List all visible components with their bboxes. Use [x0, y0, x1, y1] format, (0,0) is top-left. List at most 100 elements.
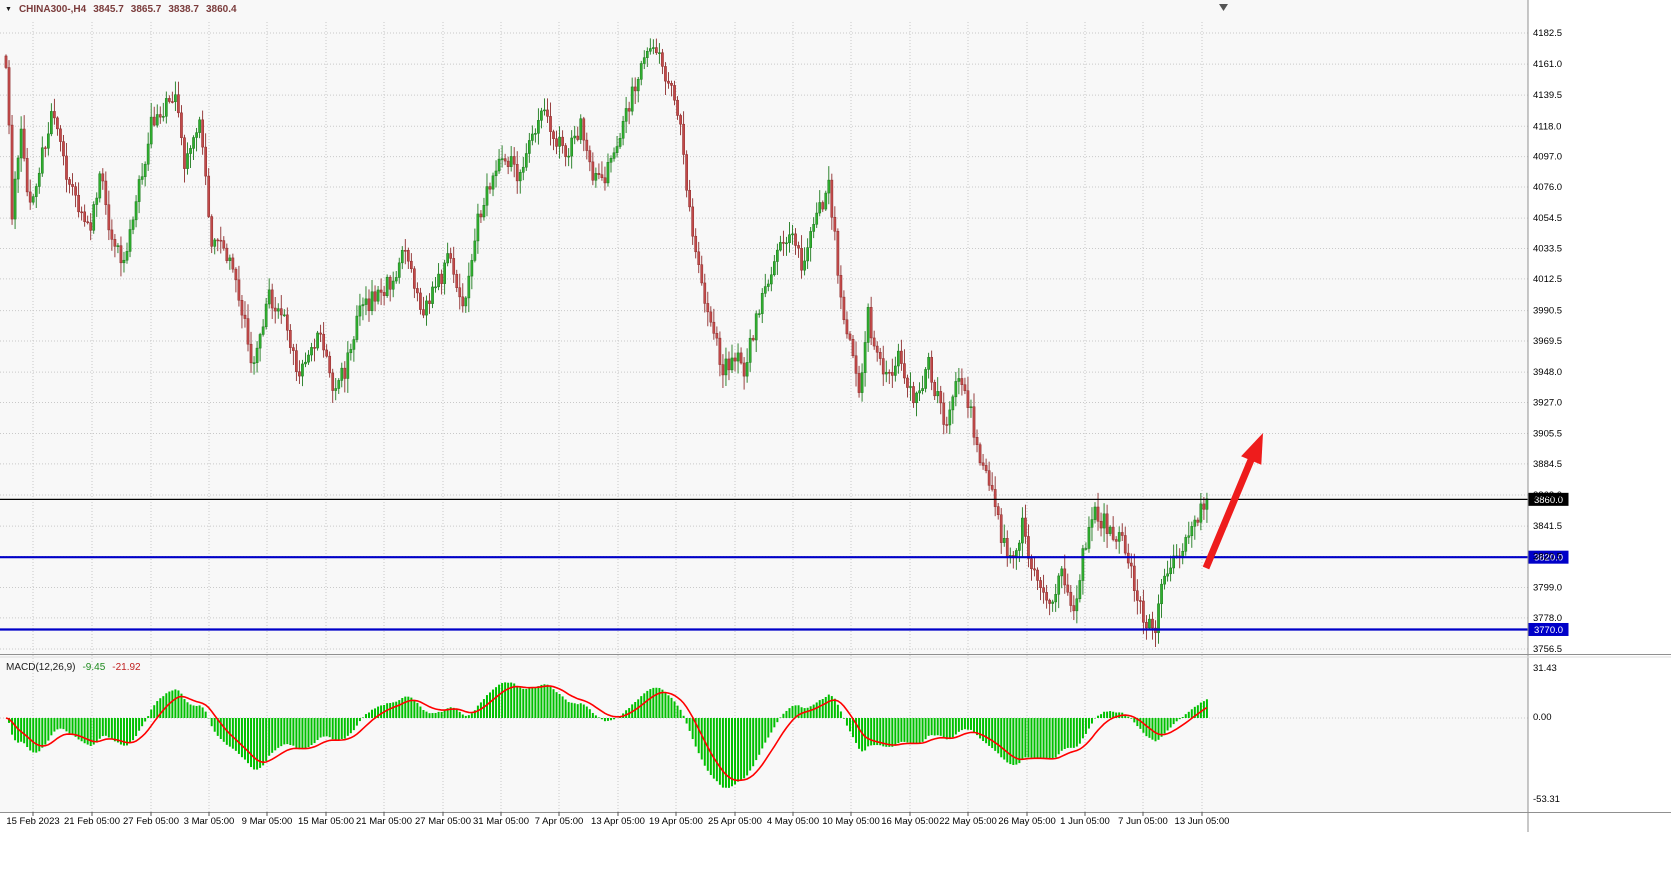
- candle-bear: [1129, 562, 1133, 567]
- candle-bull: [1054, 594, 1058, 603]
- price-tick-label: 3884.5: [1533, 459, 1562, 470]
- candle-bear: [996, 506, 1000, 515]
- arrow-head[interactable]: [1241, 433, 1263, 465]
- candle-bull: [1051, 601, 1055, 604]
- candle-bull: [337, 380, 341, 389]
- candle-bull: [748, 337, 752, 363]
- horizontal-level-lines[interactable]: 3860.0 3820.0 3770.0: [0, 492, 1569, 636]
- candle-bear: [373, 291, 377, 302]
- candle-bull: [1021, 517, 1024, 544]
- candle-bear: [676, 99, 679, 116]
- time-tick-label: 16 May 05:00: [881, 816, 939, 827]
- candle-bull: [894, 365, 897, 376]
- candle-bear: [1114, 539, 1118, 542]
- ohlc-low-value: 3838.7: [168, 4, 199, 15]
- candle-bear: [670, 82, 673, 86]
- time-tick-label: 15 Mar 05:00: [298, 816, 354, 827]
- candle-bear: [243, 314, 247, 319]
- candle-bull: [806, 247, 809, 262]
- time-tick-label: 3 Mar 05:00: [184, 816, 235, 827]
- candle-bull: [645, 50, 649, 58]
- candle-bull: [757, 313, 761, 315]
- candle-bull: [537, 120, 540, 134]
- candle-bull: [467, 275, 471, 299]
- candle-bull: [437, 273, 440, 288]
- candle-bull: [915, 392, 918, 404]
- candle-bear: [77, 194, 80, 213]
- candle-bear: [240, 300, 244, 316]
- candle-bull: [534, 133, 537, 135]
- symbol-dropdown-icon[interactable]: ▼: [5, 6, 12, 13]
- macd-indicator-panel[interactable]: [0, 682, 1528, 788]
- candle-bull: [866, 307, 870, 343]
- price-tick-label: 4182.5: [1533, 28, 1562, 39]
- candle-bear: [1069, 591, 1073, 606]
- candle-bear: [1123, 535, 1127, 554]
- candle-bear: [821, 202, 825, 210]
- candle-bull: [134, 201, 138, 221]
- price-tick-label: 4097.0: [1533, 152, 1562, 163]
- candle-bear: [289, 330, 292, 348]
- time-tick-label: 15 Feb 2023: [6, 816, 59, 827]
- price-tick-label: 3948.0: [1533, 367, 1562, 378]
- candle-bear: [177, 94, 180, 114]
- candle-bear: [712, 321, 716, 334]
- candle-bull: [258, 334, 262, 349]
- candle-bear: [546, 109, 549, 117]
- candle-bull: [1018, 542, 1021, 551]
- candle-bear: [379, 289, 383, 293]
- candle-bull: [518, 172, 522, 182]
- candle-bull: [186, 153, 189, 169]
- candle-bull: [1172, 555, 1176, 569]
- time-tick-label: 27 Feb 05:00: [123, 816, 179, 827]
- ohlc-open-value: 3845.7: [93, 4, 124, 15]
- macd-indicator-caption: MACD(12,26,9) -9.45 -21.92: [6, 662, 141, 673]
- candle-bear: [1105, 513, 1109, 534]
- axis-labels[interactable]: 4182.5 4161.0 4139.5 4118.0 4097.0 4076.0 4054…: [6, 28, 1562, 827]
- macd-signal-line: [5, 685, 1208, 782]
- candle-bear: [512, 156, 516, 165]
- candle-bull: [446, 253, 449, 264]
- candle-bear: [912, 386, 915, 404]
- candle-bear: [585, 139, 589, 151]
- arrow-shaft[interactable]: [1202, 458, 1255, 570]
- candle-bull: [760, 293, 764, 314]
- candle-bull: [884, 372, 888, 375]
- candle-bull: [567, 155, 570, 158]
- candle-bull: [301, 363, 304, 377]
- candle-bull: [346, 352, 350, 379]
- candle-bear: [273, 307, 277, 312]
- time-tick-label: 25 Apr 05:00: [708, 816, 762, 827]
- candle-bull: [927, 357, 930, 370]
- candle-bull: [267, 289, 271, 305]
- candle-bull: [334, 388, 338, 391]
- candle-bull: [724, 358, 728, 376]
- candle-bull: [50, 111, 53, 135]
- candle-bear: [679, 115, 682, 125]
- time-tick-label: 13 Jun 05:00: [1175, 816, 1230, 827]
- candle-bear: [963, 384, 967, 391]
- candle-bear: [800, 247, 803, 271]
- candle-bull: [652, 47, 655, 49]
- candlestick-series[interactable]: [4, 38, 1209, 648]
- candle-bear: [739, 352, 743, 364]
- candle-bull: [189, 148, 192, 154]
- candle-bull: [540, 110, 543, 121]
- candle-bear: [830, 179, 834, 218]
- macd-axis-top-label: 31.43: [1533, 663, 1557, 674]
- price-tick-label: 3841.5: [1533, 521, 1562, 532]
- candle-bull: [730, 357, 734, 371]
- trend-arrow-annotation[interactable]: [1202, 433, 1263, 570]
- candle-bear: [210, 216, 214, 247]
- candle-bull: [500, 158, 504, 160]
- candle-bull: [316, 332, 319, 349]
- candle-bear: [325, 349, 328, 357]
- candle-bull: [425, 300, 428, 316]
- candle-bull: [863, 342, 867, 373]
- macd-main-value: -9.45: [82, 662, 106, 673]
- candle-bull: [352, 339, 356, 350]
- candle-bull: [1190, 526, 1194, 537]
- candle-bear: [887, 372, 891, 374]
- candle-bear: [906, 377, 909, 388]
